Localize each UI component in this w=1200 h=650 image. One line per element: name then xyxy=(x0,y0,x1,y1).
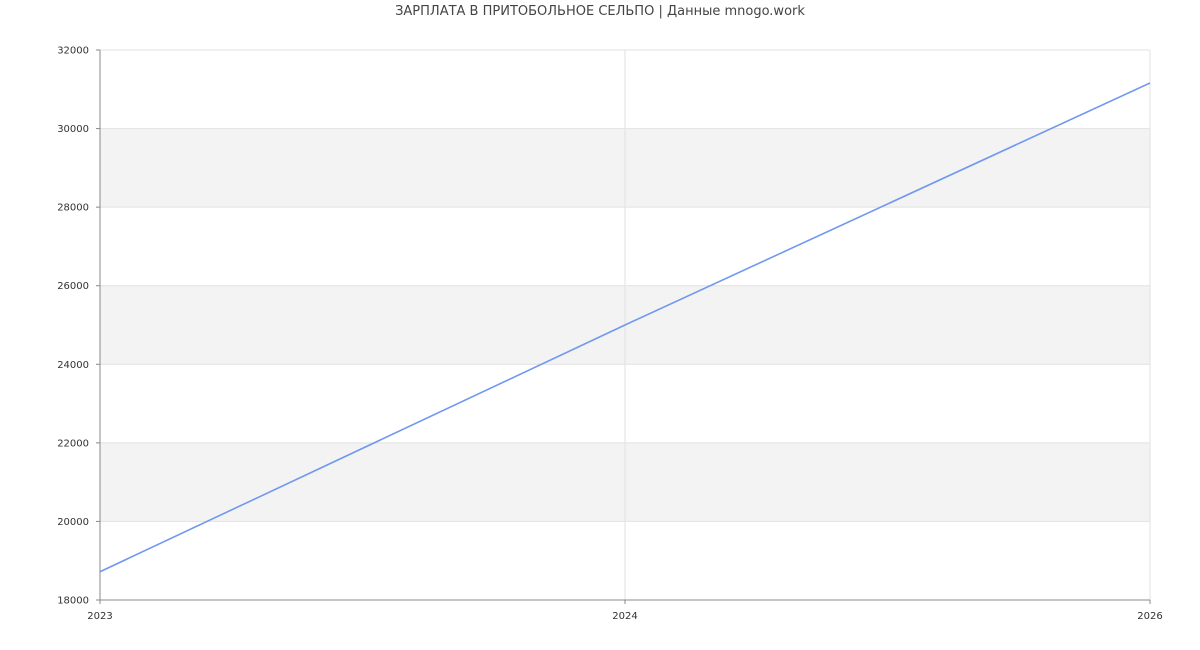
series-line xyxy=(99,82,1151,573)
chart-title: ЗАРПЛАТА В ПРИТОБОЛЬНОЕ СЕЛЬПО | Данные … xyxy=(395,4,805,19)
y-tick-label: 24000 xyxy=(57,360,89,371)
y-tick-label: 18000 xyxy=(57,596,89,607)
x-tick-label: 2024 xyxy=(612,611,637,622)
y-tick-label: 28000 xyxy=(57,203,89,214)
y-tick-label: 30000 xyxy=(57,124,89,135)
x-tick-label: 2023 xyxy=(87,611,112,622)
x-tick-label: 2026 xyxy=(1137,611,1162,622)
y-tick-label: 32000 xyxy=(57,46,89,57)
y-tick-label: 20000 xyxy=(57,517,89,528)
y-tick-label: 26000 xyxy=(57,281,89,292)
y-tick-label: 22000 xyxy=(57,438,89,449)
